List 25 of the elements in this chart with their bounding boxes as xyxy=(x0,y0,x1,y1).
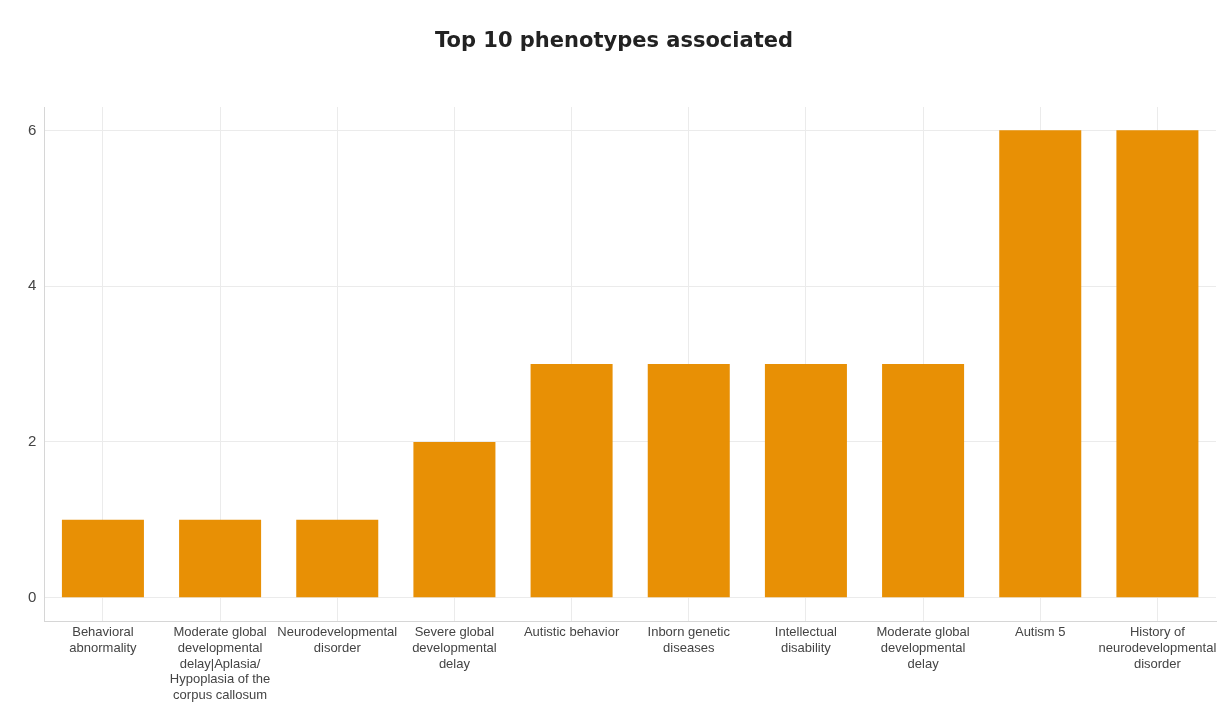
bar xyxy=(647,364,730,598)
bar xyxy=(413,441,496,598)
bar xyxy=(764,364,847,598)
x-tick-label: Inborn genetic diseases xyxy=(647,624,731,655)
bar xyxy=(882,364,965,598)
chart-title: Top 10 phenotypes associated xyxy=(434,28,794,52)
bar xyxy=(1116,130,1199,598)
x-tick-label: Autism 5 xyxy=(1014,624,1066,640)
y-tick-label: 4 xyxy=(28,276,37,294)
x-tick-label: Intellectual disability xyxy=(774,624,838,655)
x-tick-label: History of neurodevelopmental disorder xyxy=(1098,624,1217,671)
y-tick-label: 0 xyxy=(28,587,37,605)
bar xyxy=(61,519,144,598)
x-tick-label: Autistic behavior xyxy=(523,624,620,640)
x-tick-label: Moderate global developmental delay xyxy=(876,624,970,671)
y-tick-label: 6 xyxy=(28,120,37,138)
x-tick-label: Behavioral abnormality xyxy=(69,624,138,655)
bar xyxy=(179,519,262,598)
bar xyxy=(296,519,379,598)
x-tick-label: Moderate global developmental delay|Aplasia/Hypoplasia of the corpus callosum xyxy=(169,624,271,702)
bar xyxy=(530,364,613,598)
x-tick-label: Severe global developmental delay xyxy=(412,624,497,671)
bar xyxy=(999,130,1082,598)
y-tick-label: 2 xyxy=(28,432,37,450)
x-tick-label: Neurodevelopmental disorder xyxy=(277,624,398,655)
